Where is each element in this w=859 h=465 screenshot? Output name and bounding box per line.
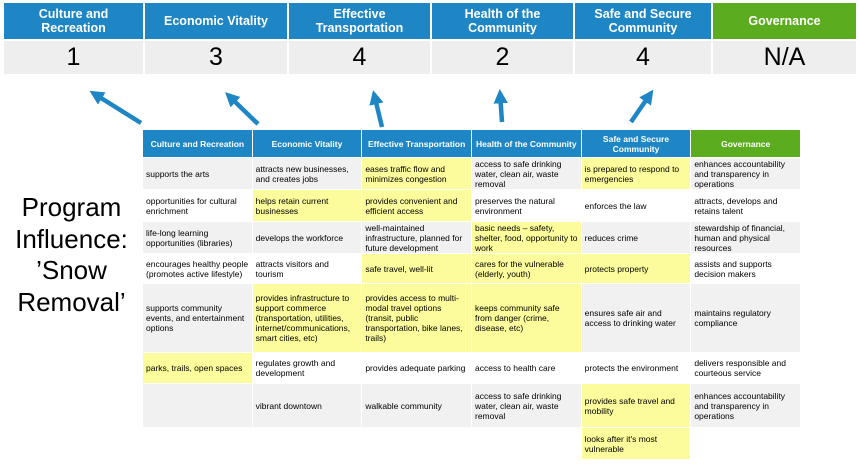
matrix-cell-r4-c5: protects property xyxy=(581,254,691,283)
matrix-cell-r4-c6: assists and supports decision makers xyxy=(691,254,800,283)
matrix-cell-r7-c6: enhances accountability and transparency… xyxy=(691,384,800,427)
program-title-line: Removal’ xyxy=(17,287,126,318)
score-transportation: 4 xyxy=(289,41,430,74)
matrix-header-col5: Safe and Secure Community xyxy=(581,130,691,157)
matrix-cell-r6-c6: delivers responsible and courteous servi… xyxy=(691,353,800,383)
up-arrow-economic xyxy=(225,92,260,126)
score-culture: 1 xyxy=(4,41,143,74)
matrix-cell-r8-c1 xyxy=(143,428,252,459)
program-influence-title: Program Influence: ’Snow Removal’ xyxy=(1,192,142,319)
up-arrow-transportation xyxy=(369,90,385,128)
matrix-cell-r6-c4: access to health care xyxy=(471,353,581,383)
matrix-cell-r4-c3: safe travel, well-lit xyxy=(362,254,471,283)
matrix-cell-r8-c2 xyxy=(252,428,362,459)
matrix-cell-r6-c1: parks, trails, open spaces xyxy=(143,353,252,383)
matrix-cell-r8-c5: looks after it's most vulnerable xyxy=(581,428,691,459)
matrix-cell-r2-c6: attracts, develops and retains talent xyxy=(691,190,800,221)
matrix-cell-r3-c4: basic needs – safety, shelter, food, opp… xyxy=(471,222,581,253)
matrix-cell-r1-c1: supports the arts xyxy=(143,158,252,189)
matrix-cell-r3-c1: life-long learning opportunities (librar… xyxy=(143,222,252,253)
up-arrow-safe xyxy=(629,89,654,124)
program-title-line: ’Snow xyxy=(36,255,107,286)
matrix-cell-r1-c3: eases traffic flow and minimizes congest… xyxy=(362,158,471,189)
matrix-header-col1: Culture and Recreation xyxy=(143,130,252,157)
matrix-cell-r2-c4: preserves the natural environment xyxy=(471,190,581,221)
matrix-cell-r5-c2: provides infrastructure to support comme… xyxy=(252,284,362,352)
scoreboard-score-row: 1 3 4 2 4 N/A xyxy=(4,41,856,74)
matrix-cell-r6-c2: regulates growth and development xyxy=(252,353,362,383)
matrix-cell-r6-c5: protects the environment xyxy=(581,353,691,383)
matrix-cell-r5-c3: provides access to multi-modal travel op… xyxy=(362,284,471,352)
matrix-cell-r2-c1: opportunities for cultural enrichment xyxy=(143,190,252,221)
matrix-cell-r3-c2: develops the workforce xyxy=(252,222,362,253)
score-economic: 3 xyxy=(145,41,287,74)
matrix-cell-r4-c4: cares for the vulnerable (elderly, youth… xyxy=(471,254,581,283)
matrix-cell-r6-c3: provides adequate parking xyxy=(362,353,471,383)
matrix-cell-r7-c2: vibrant downtown xyxy=(252,384,362,427)
matrix-cell-r7-c5: provides safe travel and mobility xyxy=(581,384,691,427)
matrix-cell-r7-c4: access to safe drinking water, clean air… xyxy=(471,384,581,427)
matrix-cell-r5-c4: keeps community safe from danger (crime,… xyxy=(471,284,581,352)
matrix-cell-r1-c2: attracts new businesses, and creates job… xyxy=(252,158,362,189)
scoreboard-header-row: Culture and Recreation Economic Vitality… xyxy=(4,3,856,39)
matrix-cell-r1-c5: is prepared to respond to emergencies xyxy=(581,158,691,189)
scoreboard-header-safe: Safe and Secure Community xyxy=(575,3,711,39)
matrix-cell-r2-c5: enforces the law xyxy=(581,190,691,221)
matrix-cell-r3-c3: well-maintained infrastructure, planned … xyxy=(362,222,471,253)
matrix-cell-r5-c5: ensures safe air and access to drinking … xyxy=(581,284,691,352)
matrix-cell-r4-c1: encourages healthy people (promotes acti… xyxy=(143,254,252,283)
matrix-cell-r4-c2: attracts visitors and tourism xyxy=(252,254,362,283)
scoreboard-header-health: Health of the Community xyxy=(432,3,573,39)
scoreboard-header-economic: Economic Vitality xyxy=(145,3,287,39)
score-health: 2 xyxy=(432,41,573,74)
influence-matrix-table: Culture and Recreation Economic Vitality E… xyxy=(143,130,800,459)
matrix-cell-r7-c1 xyxy=(143,384,252,427)
matrix-cell-r8-c6 xyxy=(691,428,800,459)
matrix-cell-r3-c5: reduces crime xyxy=(581,222,691,253)
matrix-cell-r8-c3 xyxy=(362,428,471,459)
matrix-header-col2: Economic Vitality xyxy=(252,130,362,157)
matrix-cell-r5-c6: maintains regulatory compliance xyxy=(691,284,800,352)
matrix-header-col4: Health of the Community xyxy=(471,130,581,157)
matrix-cell-r1-c6: enhances accountability and transparency… xyxy=(691,158,800,189)
matrix-cell-r3-c6: stewardship of financial, human and phys… xyxy=(691,222,800,253)
scoreboard-header-transportation: Effective Transportation xyxy=(289,3,430,39)
up-arrow-health xyxy=(493,88,508,123)
matrix-cell-r2-c2: helps retain current businesses xyxy=(252,190,362,221)
score-governance: N/A xyxy=(713,41,856,74)
program-title-line: Influence: xyxy=(15,223,128,254)
matrix-header-col3: Effective Transportation xyxy=(362,130,471,157)
matrix-cell-r5-c1: supports community events, and entertain… xyxy=(143,284,252,352)
matrix-header-col6: Governance xyxy=(691,130,800,157)
matrix-cell-r2-c3: provides convenient and efficient access xyxy=(362,190,471,221)
matrix-cell-r7-c3: walkable community xyxy=(362,384,471,427)
scoreboard-header-culture: Culture and Recreation xyxy=(4,3,143,39)
score-safe: 4 xyxy=(575,41,711,74)
scoreboard-header-governance: Governance xyxy=(713,3,856,39)
scoreboard: Culture and Recreation Economic Vitality… xyxy=(4,3,856,74)
matrix-cell-r1-c4: access to safe drinking water, clean air… xyxy=(471,158,581,189)
up-arrow-culture xyxy=(89,90,143,125)
matrix-cell-r8-c4 xyxy=(471,428,581,459)
program-title-line: Program xyxy=(21,192,122,222)
